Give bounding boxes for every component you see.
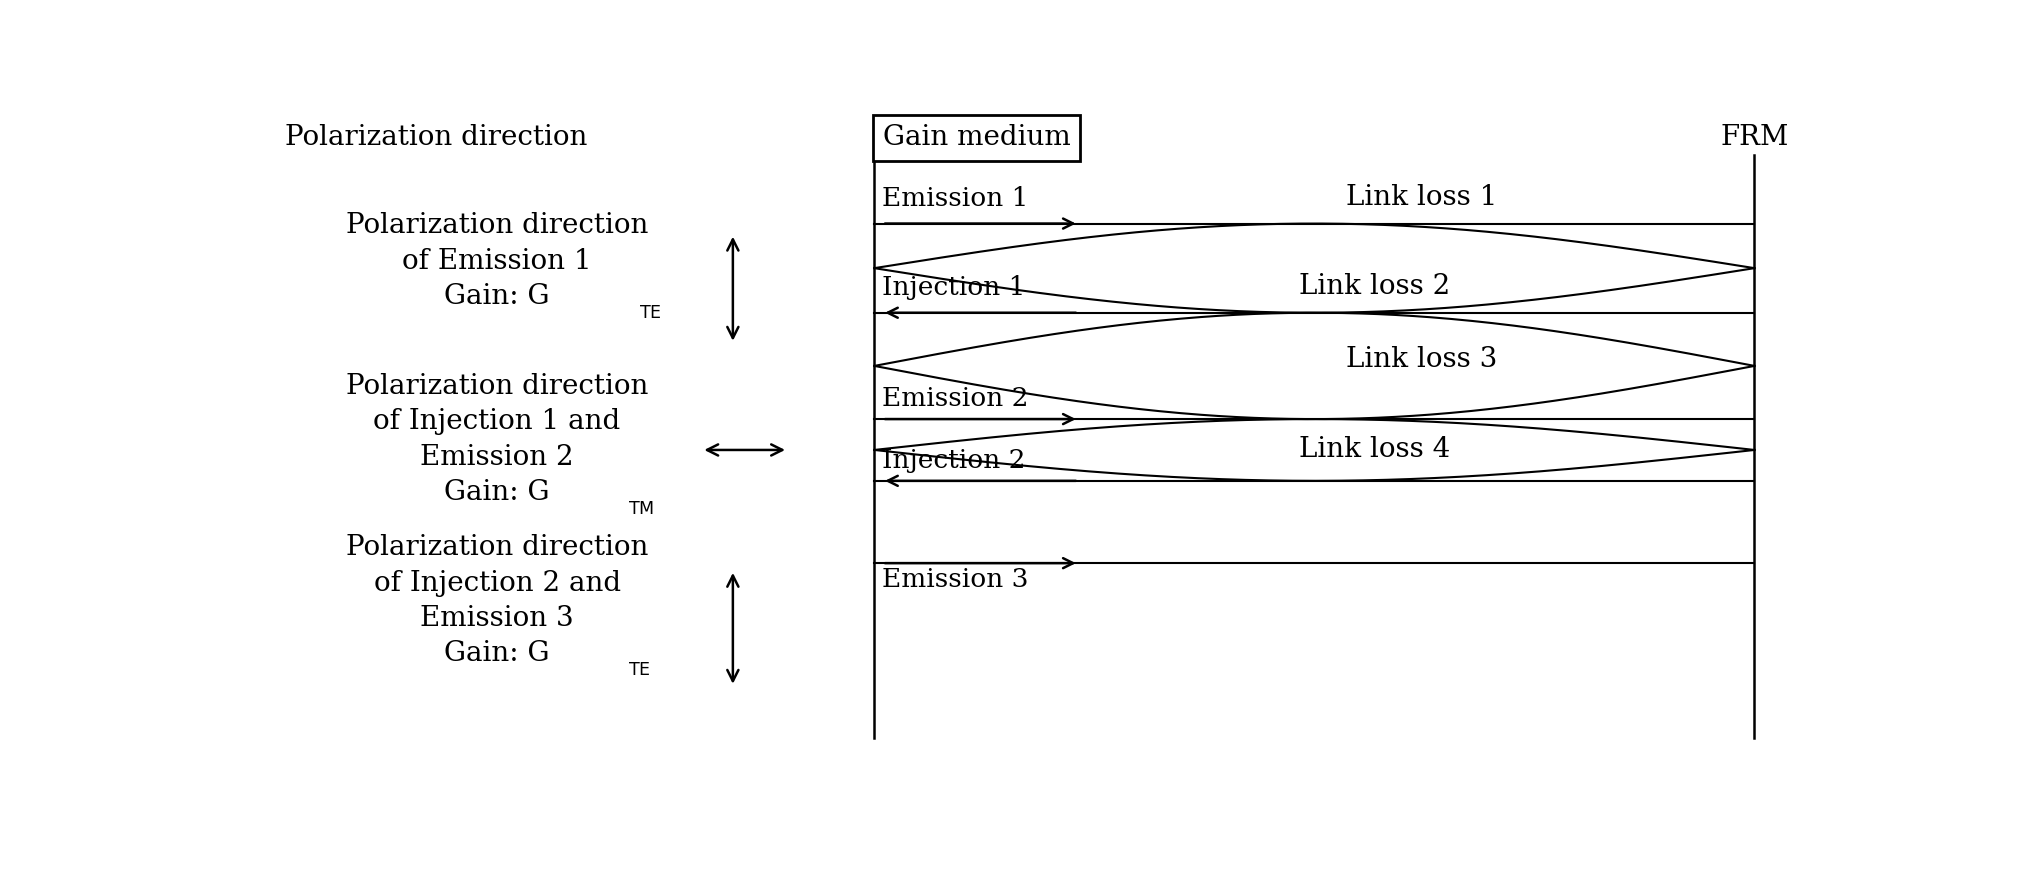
Text: Injection 1: Injection 1: [882, 275, 1026, 300]
Text: Emission 2: Emission 2: [882, 386, 1028, 411]
Text: Emission 3: Emission 3: [882, 567, 1028, 592]
Text: $_{\rm TM}$: $_{\rm TM}$: [627, 493, 653, 517]
Text: Polarization direction: Polarization direction: [284, 124, 588, 151]
Text: FRM: FRM: [1720, 124, 1789, 151]
Text: Polarization direction
of Injection 1 and
Emission 2
Gain: G: Polarization direction of Injection 1 an…: [347, 373, 649, 506]
Text: Link loss 3: Link loss 3: [1347, 346, 1497, 372]
Text: $_{\rm TE}$: $_{\rm TE}$: [639, 298, 661, 322]
Text: Gain medium: Gain medium: [882, 124, 1071, 151]
Text: $_{\rm TE}$: $_{\rm TE}$: [627, 654, 651, 678]
Text: Link loss 1: Link loss 1: [1347, 184, 1497, 211]
Text: Link loss 2: Link loss 2: [1298, 274, 1450, 300]
Text: Link loss 4: Link loss 4: [1298, 437, 1450, 463]
Text: Injection 2: Injection 2: [882, 447, 1026, 472]
Text: Polarization direction
of Injection 2 and
Emission 3
Gain: G: Polarization direction of Injection 2 an…: [347, 535, 649, 667]
Text: Emission 1: Emission 1: [882, 186, 1028, 211]
Text: Polarization direction
of Emission 1
Gain: G: Polarization direction of Emission 1 Gai…: [347, 212, 649, 310]
